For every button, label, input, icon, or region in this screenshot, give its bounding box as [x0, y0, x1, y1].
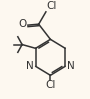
Text: Cl: Cl: [45, 80, 56, 90]
Text: N: N: [26, 61, 33, 71]
Text: Cl: Cl: [46, 1, 57, 11]
Text: O: O: [19, 19, 27, 29]
Text: N: N: [68, 61, 75, 71]
